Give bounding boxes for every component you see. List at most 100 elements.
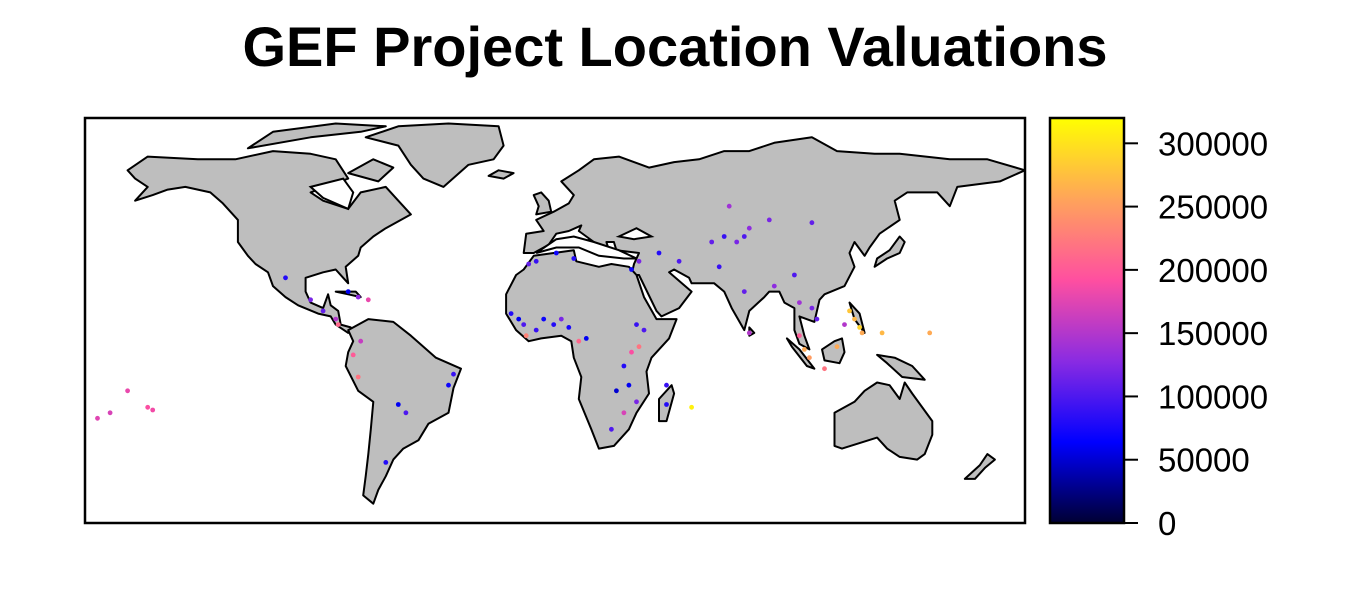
project-point (446, 382, 451, 388)
project-point (283, 275, 288, 281)
land-australia (833, 381, 934, 461)
project-point (521, 322, 527, 327)
project-point (802, 347, 807, 352)
land-indonesia-borneo (821, 337, 846, 365)
project-point (621, 410, 627, 416)
land-eurasia (522, 136, 1025, 351)
colorbar-tick-label: 150000 (1158, 315, 1268, 352)
water-hudson-bay (308, 177, 355, 211)
project-point (566, 325, 572, 330)
land-south-america (344, 318, 462, 505)
project-point (656, 250, 662, 256)
project-point (797, 300, 802, 305)
colorbar-ticks: 0 50000 100000 150000 200000 250000 300000 (1124, 125, 1268, 542)
project-point (355, 294, 361, 300)
project-point (95, 415, 100, 421)
colorbar-gradient (1050, 118, 1124, 523)
project-point (523, 333, 529, 339)
project-point (308, 297, 313, 303)
project-point (807, 355, 812, 361)
land-baffin (347, 158, 395, 183)
project-point (621, 363, 627, 369)
project-point (553, 250, 559, 256)
water-black-sea (615, 227, 655, 241)
project-point (551, 322, 557, 327)
colorbar-tick-label: 100000 (1158, 378, 1268, 415)
project-point (741, 234, 747, 239)
project-point (734, 239, 740, 245)
land-iceland (487, 169, 515, 180)
project-point (451, 371, 456, 377)
project-point (150, 407, 156, 413)
project-point (809, 305, 815, 311)
project-point (847, 308, 852, 314)
land-new-guinea (876, 353, 926, 381)
project-point (852, 316, 857, 322)
project-point (145, 404, 151, 410)
colorbar-tick-label: 200000 (1158, 252, 1268, 289)
project-point (571, 256, 577, 261)
project-point (664, 382, 669, 388)
land-japan (873, 235, 906, 268)
project-point (814, 316, 820, 322)
project-point (333, 316, 339, 322)
project-point (365, 297, 371, 303)
project-point (358, 338, 364, 344)
project-point (721, 234, 727, 239)
project-point (636, 344, 642, 350)
project-point (516, 316, 522, 322)
project-point (822, 366, 827, 372)
project-point (533, 258, 539, 264)
project-point (771, 283, 777, 289)
land-canada-islands (246, 122, 387, 150)
project-point (355, 374, 361, 380)
land-new-zealand (963, 453, 996, 480)
project-point (676, 258, 682, 264)
project-point (533, 327, 539, 333)
project-point (614, 388, 619, 394)
project-point (746, 330, 752, 336)
map-frame (83, 116, 1027, 525)
project-point (857, 325, 862, 330)
colorbar-tick-label: 250000 (1158, 189, 1268, 226)
project-point (350, 352, 356, 358)
project-point (629, 267, 634, 272)
project-point (716, 264, 722, 270)
project-point (709, 239, 715, 245)
water-mediterranean (535, 235, 637, 260)
project-point (634, 399, 639, 405)
land-indonesia-sumatra (785, 337, 816, 370)
project-point (927, 330, 933, 336)
colorbar-frame (1048, 116, 1126, 525)
project-point (576, 338, 582, 344)
project-point (320, 308, 326, 314)
land-greenland (364, 122, 505, 188)
project-point (792, 272, 797, 278)
project-point (809, 220, 815, 226)
project-point (636, 258, 642, 264)
map-title: GEF Project Location Valuations (242, 15, 1108, 78)
project-point (629, 349, 634, 355)
land-philippines (848, 301, 866, 334)
colorbar-tick-label: 50000 (1158, 442, 1250, 479)
project-point (634, 322, 639, 327)
project-point (626, 382, 632, 388)
project-point (641, 327, 647, 333)
project-point (345, 289, 351, 294)
project-point (842, 322, 847, 327)
project-point (664, 402, 669, 407)
project-point (609, 426, 614, 432)
project-point (741, 289, 747, 294)
project-point (508, 311, 514, 316)
project-point (726, 203, 732, 209)
project-point (797, 333, 802, 339)
project-point (859, 330, 865, 336)
project-point (689, 404, 694, 410)
project-point (403, 410, 409, 416)
land-uk (532, 191, 553, 216)
project-point (583, 336, 589, 341)
land-north-america (126, 150, 412, 334)
project-point (541, 316, 547, 322)
project-point (526, 261, 532, 267)
